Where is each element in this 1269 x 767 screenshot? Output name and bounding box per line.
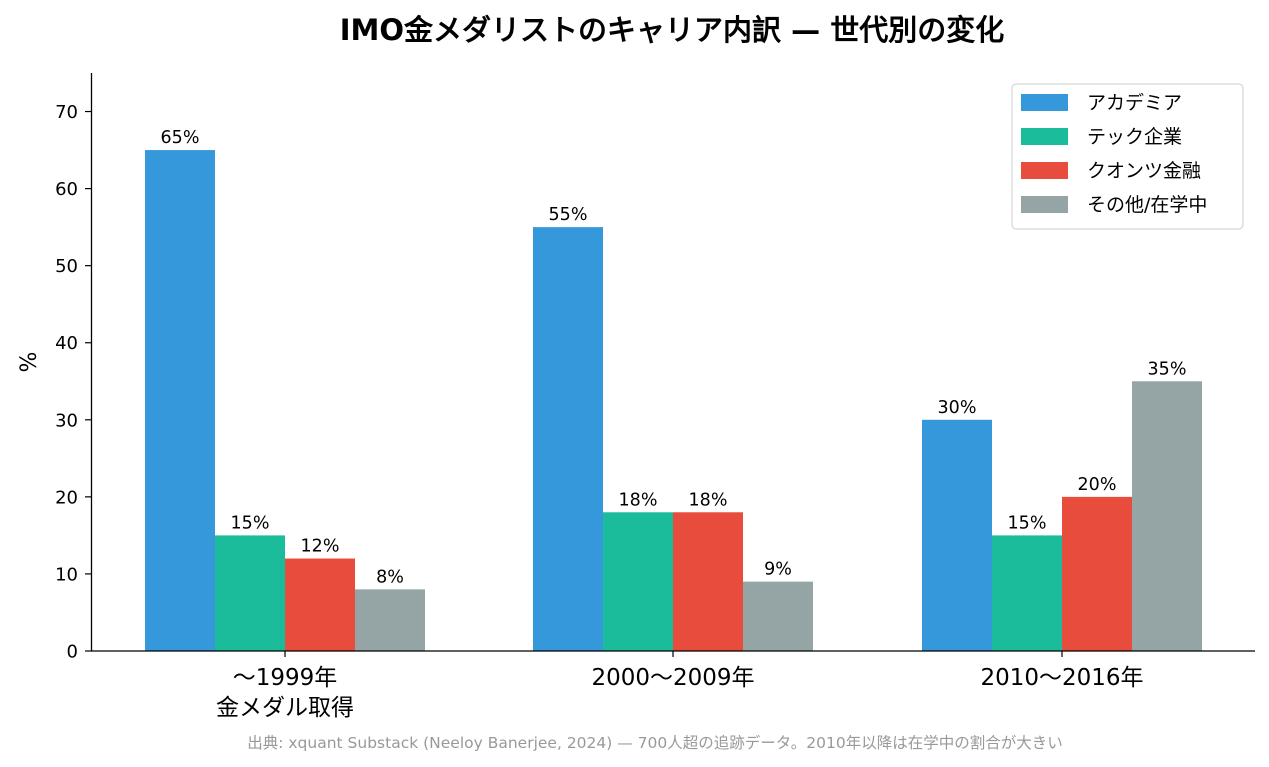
data-label: 35% [1148,359,1187,379]
y-tick-label: 0 [67,642,78,663]
bars-layer [145,150,1202,652]
x-tick-label: 〜1999年 [233,665,338,691]
y-ticks-layer: 0 10 20 30 40 50 60 70 [55,102,92,663]
legend-swatch [1021,196,1068,213]
data-label: 18% [689,490,728,510]
legend-frame [1011,83,1244,230]
data-label: 18% [619,490,658,510]
data-label: 30% [938,398,977,418]
data-label: 8% [376,567,404,587]
x-tick-label: 2000〜2009年 [591,665,754,691]
bar [1062,496,1132,651]
x-tick-label: 金メダル取得 [216,695,354,721]
data-label: 20% [1078,475,1117,495]
legend-entry: アカデミア [1087,92,1182,114]
legend-swatch [1021,128,1068,145]
bar [533,227,603,651]
bar [673,512,743,651]
bar [603,512,673,651]
bar [1132,381,1202,651]
bar [285,558,355,651]
y-tick-label: 70 [55,102,78,123]
data-label: 12% [301,537,340,557]
y-axis-label: % [17,352,42,373]
y-tick-label: 10 [55,564,78,585]
y-tick-label: 50 [55,256,78,277]
bar [355,589,425,651]
legend-entry: クオンツ金融 [1087,160,1201,182]
bar [922,419,992,651]
data-label: 65% [161,128,200,148]
source-note: 出典: xquant Substack (Neeloy Banerjee, 20… [247,733,1063,752]
bar [215,535,285,651]
bar [145,150,215,652]
legend-entry: テック企業 [1087,126,1182,148]
data-label: 15% [231,513,270,533]
data-labels-layer: 65% 55% 30% 15% 18% 15% 12% 18% 20% 8% 9% 35% [161,128,1187,587]
y-tick-label: 40 [55,333,78,354]
y-tick-label: 20 [55,487,78,508]
y-tick-label: 60 [55,179,78,200]
x-tick-label: 2010〜2016年 [980,665,1143,691]
y-tick-label: 30 [55,410,78,431]
bar [992,535,1062,651]
data-label: 55% [549,205,588,225]
data-label: 15% [1008,513,1047,533]
chart-title: IMO金メダリストのキャリア内訳 — 世代別の変化 [340,13,1005,47]
legend-entry: その他/在学中 [1087,194,1207,216]
legend-swatch [1021,94,1068,111]
bar [743,581,813,651]
data-label: 9% [764,560,792,580]
legend-swatch [1021,162,1068,179]
